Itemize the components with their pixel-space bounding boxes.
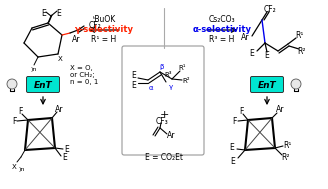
Text: E: E (132, 71, 136, 81)
FancyBboxPatch shape (251, 77, 283, 92)
Text: γ: γ (169, 84, 173, 90)
Text: R³ = H: R³ = H (209, 36, 235, 44)
Text: R³: R³ (164, 72, 172, 78)
Text: E: E (56, 9, 61, 18)
Text: R¹: R¹ (295, 32, 303, 40)
Text: Cs₂CO₃: Cs₂CO₃ (209, 15, 235, 25)
Text: R¹: R¹ (178, 65, 186, 71)
Text: F: F (232, 118, 236, 126)
Text: F: F (18, 108, 22, 116)
Text: E: E (230, 143, 235, 153)
Text: or CH₂;: or CH₂; (70, 72, 94, 78)
Text: β: β (160, 64, 164, 70)
Circle shape (7, 79, 17, 89)
Text: E: E (63, 153, 67, 163)
Text: R²: R² (182, 78, 190, 84)
Text: Ar: Ar (167, 132, 175, 140)
Text: E: E (41, 9, 46, 19)
Text: )n: )n (19, 167, 25, 173)
Circle shape (291, 79, 301, 89)
Text: E: E (265, 51, 269, 60)
FancyBboxPatch shape (27, 77, 59, 92)
Text: E: E (231, 156, 236, 166)
Text: X: X (58, 56, 62, 62)
Text: n = 0, 1: n = 0, 1 (70, 79, 98, 85)
Text: α: α (149, 85, 153, 91)
Text: ᵗBuOK: ᵗBuOK (92, 15, 116, 25)
Text: E = CO₂Et: E = CO₂Et (145, 153, 183, 161)
Text: Ar: Ar (276, 105, 284, 115)
Text: EnT: EnT (258, 81, 276, 90)
Text: α-selectivity: α-selectivity (193, 26, 252, 35)
Text: R¹: R¹ (283, 140, 291, 149)
Text: )n: )n (31, 67, 37, 73)
FancyBboxPatch shape (122, 46, 204, 155)
Text: CF₂: CF₂ (89, 22, 102, 30)
Text: E: E (132, 81, 136, 90)
Text: R²: R² (298, 46, 306, 56)
Text: F: F (239, 108, 243, 116)
Text: R²: R² (282, 153, 290, 163)
Text: X = O,: X = O, (70, 65, 93, 71)
Text: R¹ = H: R¹ = H (92, 36, 117, 44)
Text: Ar: Ar (55, 105, 63, 114)
Text: CF₂: CF₂ (264, 5, 277, 13)
Text: E: E (65, 145, 70, 153)
Text: Ar: Ar (72, 35, 80, 43)
Text: Ar: Ar (241, 33, 249, 43)
Text: CF₃: CF₃ (155, 116, 168, 125)
Text: γ-selectivity: γ-selectivity (74, 26, 133, 35)
Text: E: E (250, 49, 255, 57)
Text: EnT: EnT (34, 81, 52, 90)
Text: +: + (159, 110, 169, 120)
Text: X: X (11, 164, 16, 170)
Text: F: F (12, 118, 16, 126)
